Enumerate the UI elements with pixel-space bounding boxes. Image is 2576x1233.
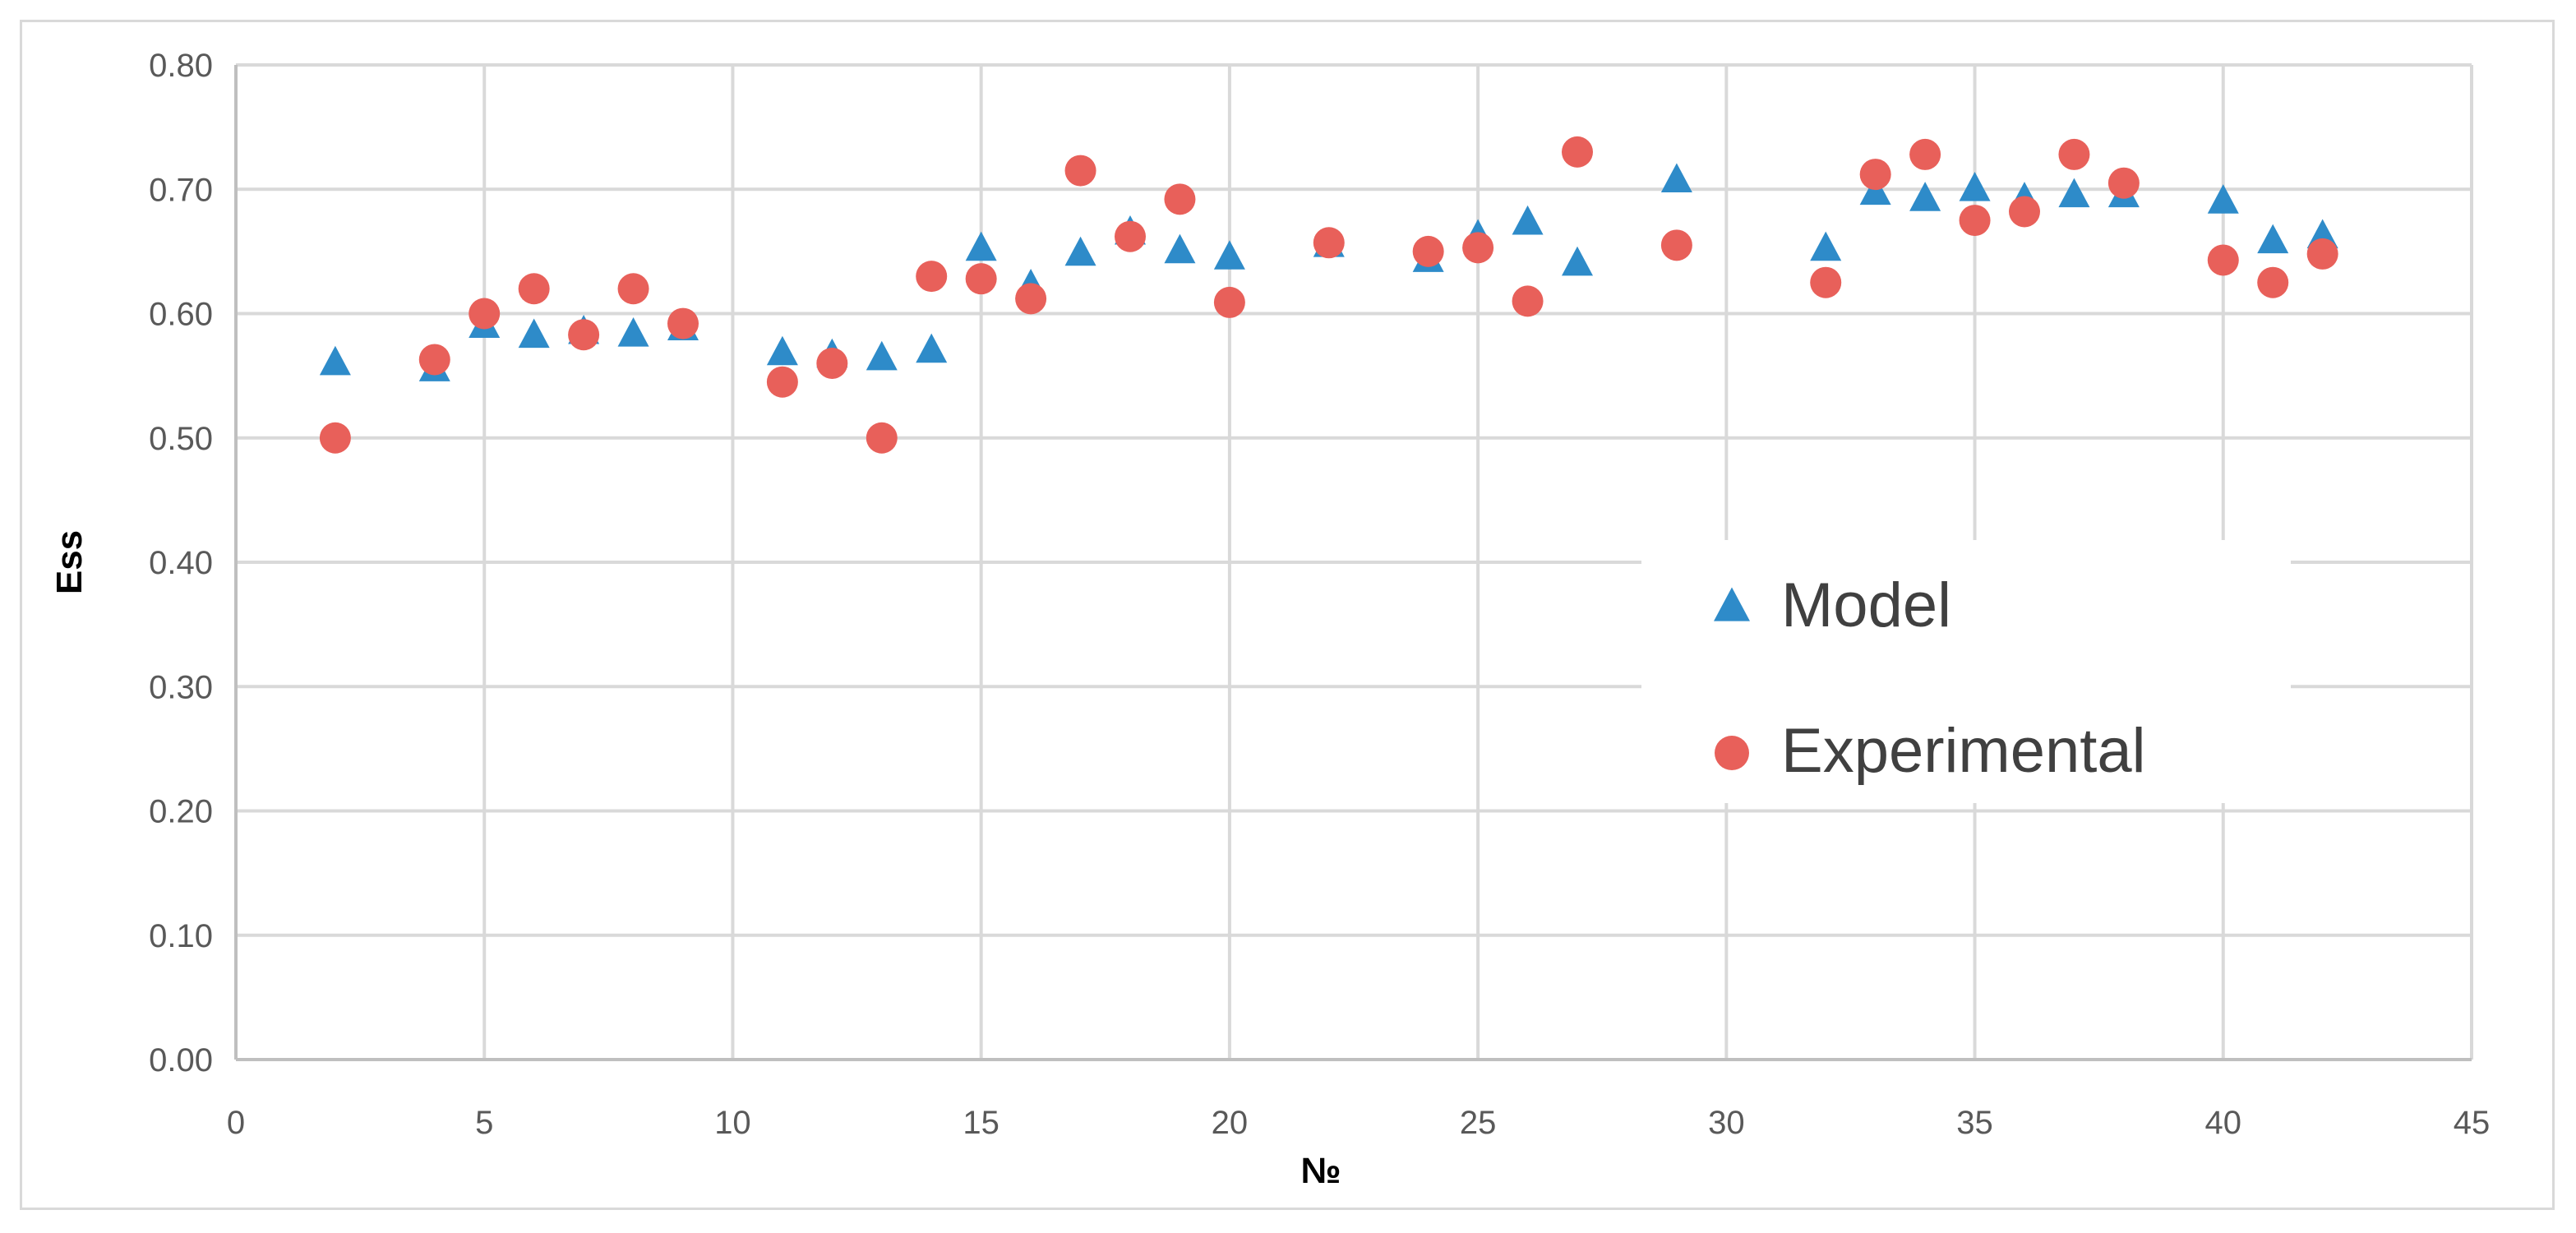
data-point-model — [1959, 172, 1991, 201]
legend: Model Experimental — [1641, 540, 2291, 803]
data-point-experimental — [418, 344, 450, 376]
y-tick-label: 0.40 — [149, 545, 213, 581]
legend-circle — [1715, 736, 1749, 770]
data-point-experimental — [2257, 266, 2289, 298]
data-point-experimental — [1213, 286, 1245, 318]
data-point-model — [617, 317, 649, 347]
data-point-model — [1810, 231, 1842, 261]
data-point-model — [2058, 178, 2090, 208]
data-point-experimental — [965, 263, 997, 295]
legend-box — [1641, 540, 2291, 803]
data-points — [319, 136, 2338, 454]
x-tick-label: 40 — [2205, 1105, 2242, 1141]
data-point-model — [766, 335, 798, 366]
data-point-model — [1909, 182, 1941, 211]
data-point-experimental — [1909, 138, 1941, 170]
data-point-experimental — [1412, 235, 1444, 267]
y-tick-label: 0.10 — [149, 918, 213, 954]
legend-label-experimental: Experimental — [1781, 716, 2146, 786]
data-point-model — [965, 231, 997, 261]
x-tick-label: 35 — [1956, 1105, 1993, 1141]
x-tick-label: 10 — [714, 1105, 751, 1141]
data-point-experimental — [1462, 232, 1494, 264]
data-point-experimental — [866, 422, 898, 454]
y-axis-title: Ess — [49, 530, 90, 594]
data-point-experimental — [1164, 183, 1196, 215]
y-tick-label: 0.30 — [149, 669, 213, 705]
chart-frame: 0.00 0.10 0.20 0.30 0.40 0.50 0.60 0.70 0.80 0 5 10… — [20, 20, 2555, 1210]
data-point-experimental — [1512, 285, 1544, 317]
data-point-experimental — [1810, 266, 1842, 298]
data-point-experimental — [916, 261, 948, 293]
x-tick-label: 20 — [1212, 1105, 1249, 1141]
data-point-experimental — [568, 319, 600, 351]
data-point-experimental — [1115, 220, 1146, 252]
data-point-model — [1859, 175, 1891, 206]
y-tick-label: 0.60 — [149, 297, 213, 333]
data-point-model — [1064, 236, 1096, 266]
data-point-experimental — [2009, 196, 2040, 228]
data-point-experimental — [667, 307, 699, 339]
x-tick-label: 0 — [227, 1105, 245, 1141]
data-point-model — [866, 340, 898, 371]
y-tick-label: 0.20 — [149, 794, 213, 830]
x-tick-label: 45 — [2454, 1105, 2491, 1141]
data-point-experimental — [2058, 138, 2090, 170]
data-point-model — [2207, 184, 2239, 214]
data-point-experimental — [2306, 238, 2338, 270]
data-point-model — [1562, 246, 1593, 276]
tick-labels: 0.00 0.10 0.20 0.30 0.40 0.50 0.60 0.70 0.80 0 5 10… — [149, 48, 2490, 1141]
data-point-model — [1164, 233, 1196, 264]
legend-triangle — [1714, 587, 1750, 621]
data-point-model — [2257, 224, 2289, 254]
data-point-experimental — [1660, 229, 1692, 261]
data-point-model — [319, 345, 351, 376]
data-point-experimental — [1015, 283, 1047, 315]
legend-marker-model — [1714, 587, 1750, 621]
legend-label-model: Model — [1781, 570, 1951, 640]
data-point-experimental — [1064, 155, 1096, 187]
y-tick-label: 0.70 — [149, 172, 213, 208]
data-point-experimental — [469, 298, 501, 330]
data-point-experimental — [617, 273, 649, 305]
data-point-experimental — [2107, 167, 2140, 199]
x-tick-label: 25 — [1460, 1105, 1497, 1141]
scatter-chart: 0.00 0.10 0.20 0.30 0.40 0.50 0.60 0.70 0.80 0 5 10… — [49, 48, 2490, 1191]
y-tick-label: 0.50 — [149, 421, 213, 457]
data-point-model — [1512, 205, 1544, 235]
legend-marker-experimental — [1715, 736, 1749, 770]
data-point-experimental — [816, 348, 848, 379]
x-tick-label: 15 — [963, 1105, 999, 1141]
data-point-experimental — [1313, 227, 1345, 259]
data-point-model — [518, 318, 550, 349]
data-point-experimental — [518, 273, 550, 305]
data-point-model — [1213, 240, 1245, 270]
y-tick-label: 0.00 — [149, 1042, 213, 1078]
data-point-model — [916, 333, 948, 363]
data-point-experimental — [319, 422, 351, 454]
x-tick-label: 30 — [1708, 1105, 1745, 1141]
data-point-experimental — [2207, 244, 2239, 276]
data-point-model — [1660, 163, 1692, 193]
axes — [234, 65, 2472, 1061]
x-axis-title: № — [1300, 1151, 1341, 1191]
x-tick-label: 5 — [475, 1105, 493, 1141]
data-point-experimental — [766, 366, 798, 398]
y-tick-label: 0.80 — [149, 48, 213, 84]
data-point-experimental — [1959, 205, 1991, 237]
data-point-experimental — [1859, 159, 1891, 191]
data-point-experimental — [1562, 136, 1593, 168]
